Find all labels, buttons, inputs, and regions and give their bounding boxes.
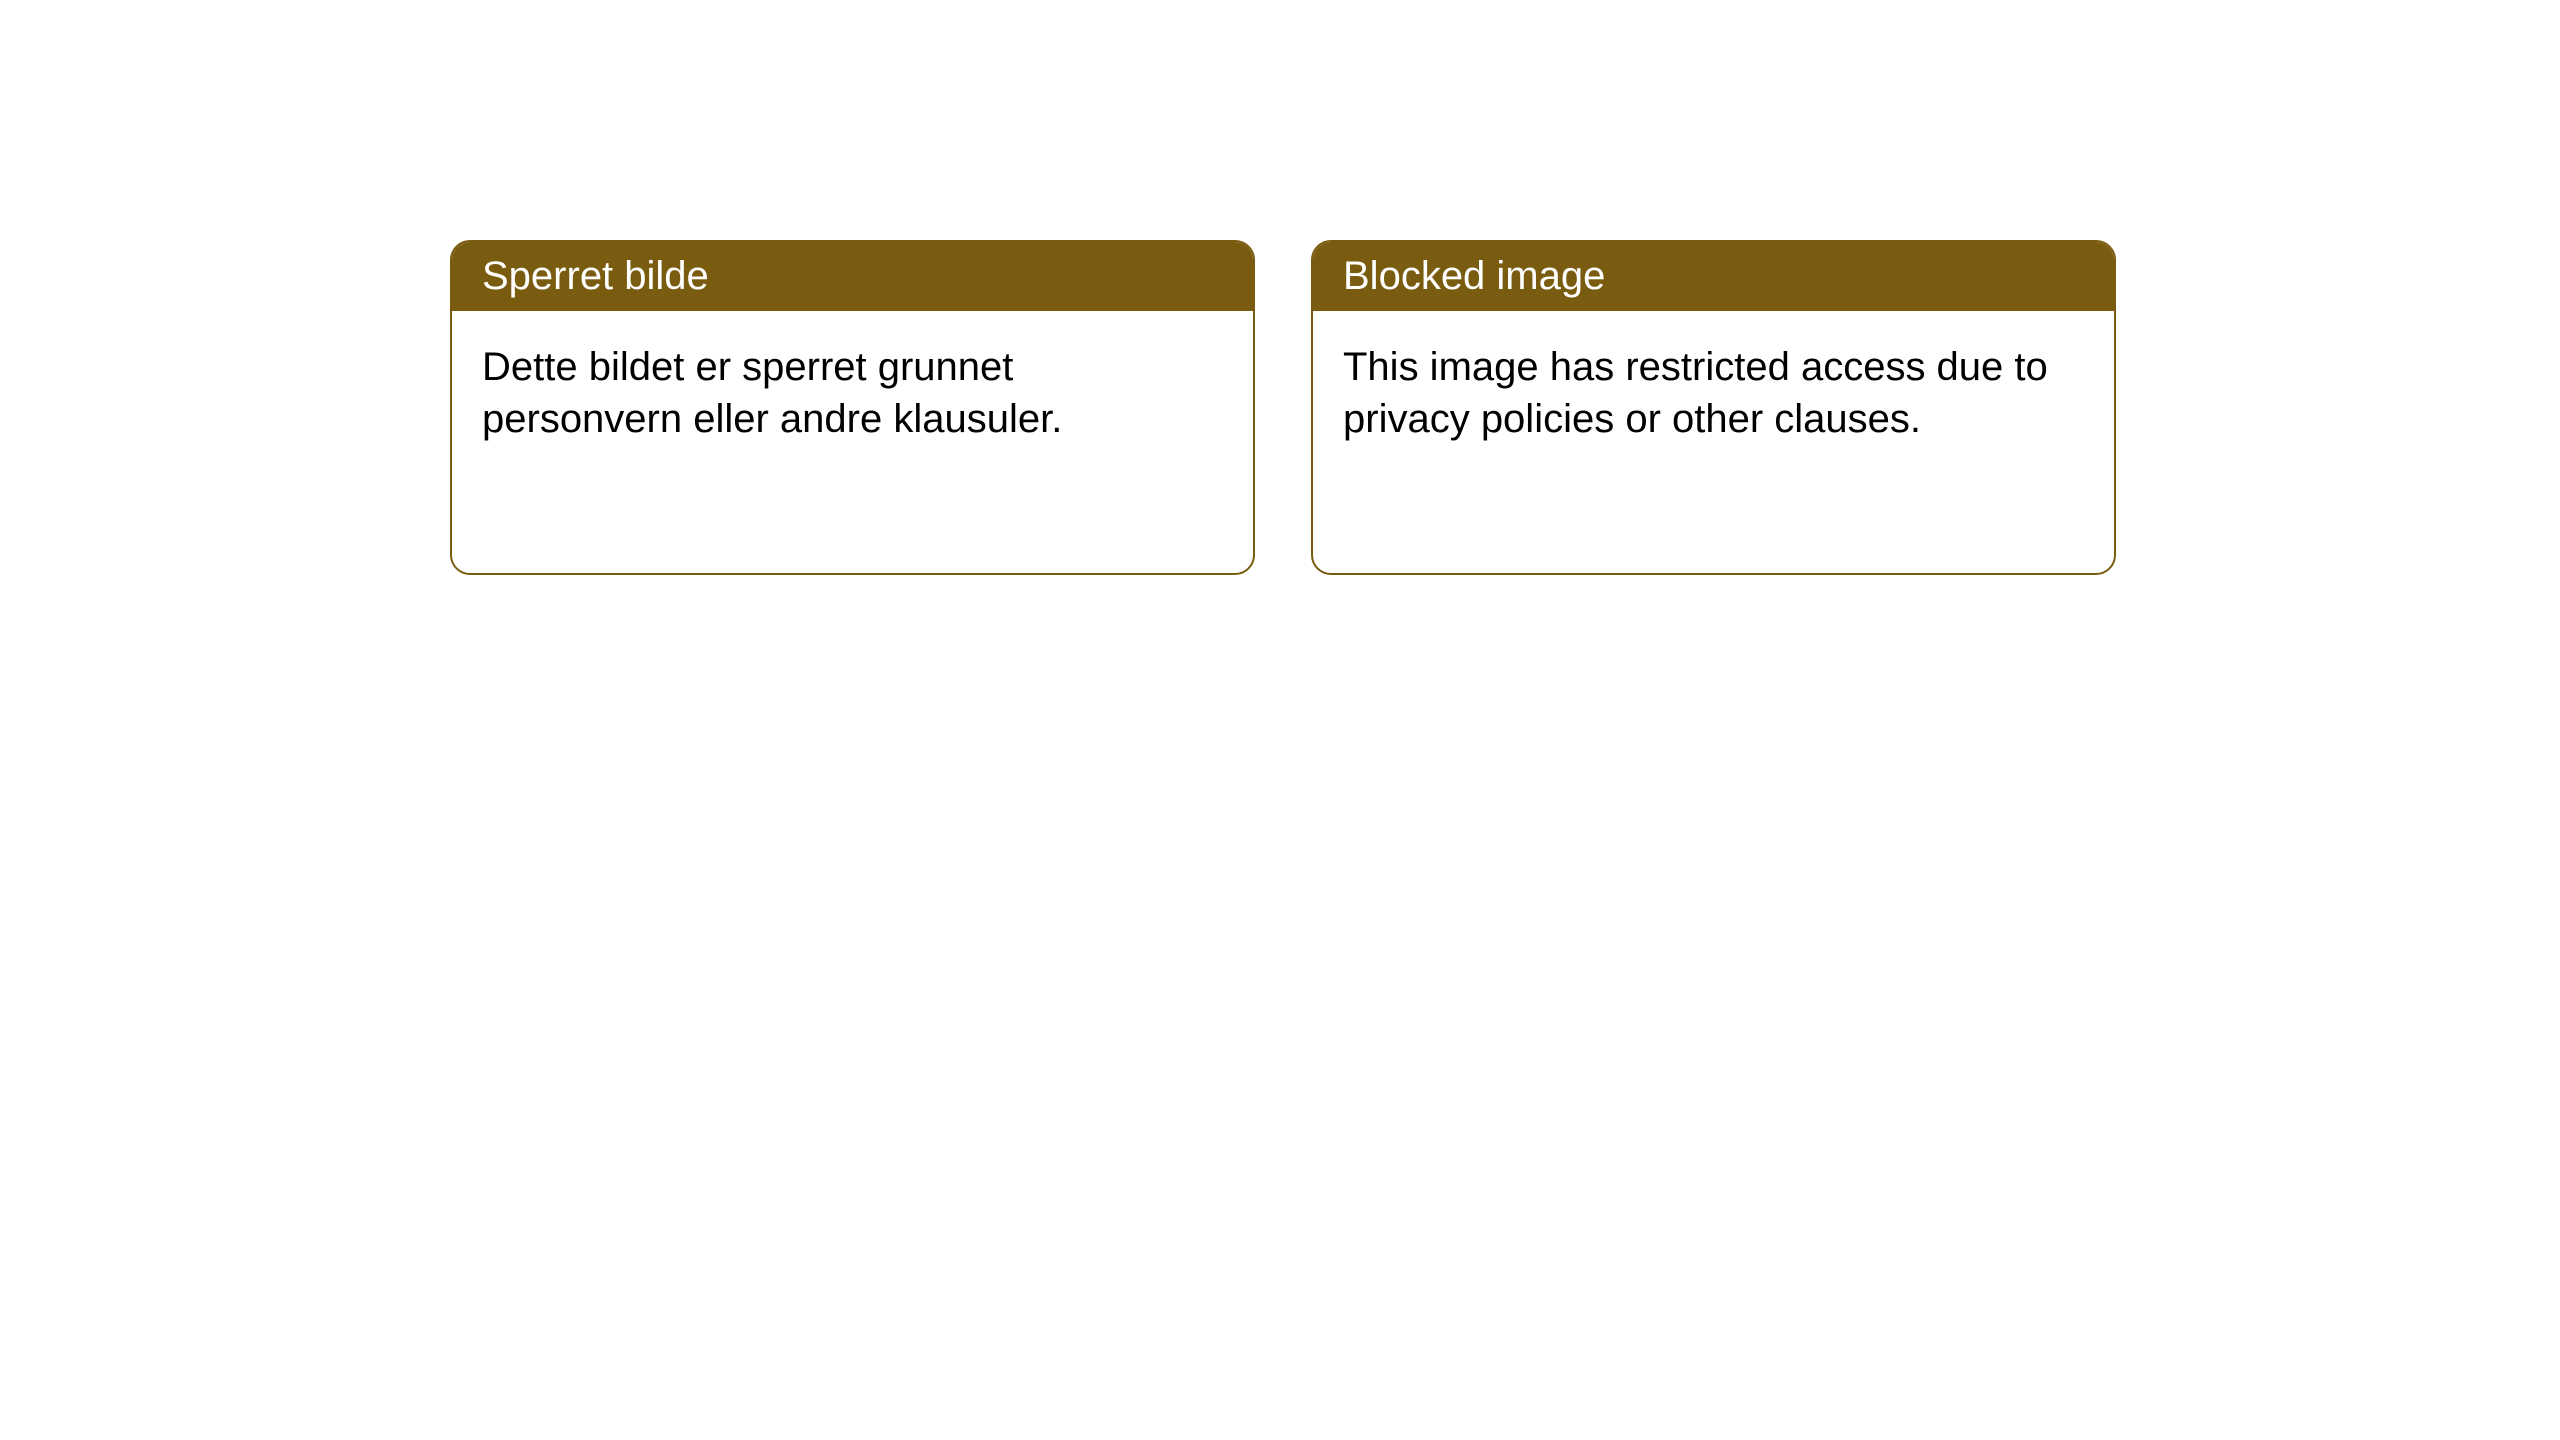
notice-title-en: Blocked image xyxy=(1343,254,1605,298)
notice-header-en: Blocked image xyxy=(1313,242,2114,311)
notice-text-no: Dette bildet er sperret grunnet personve… xyxy=(482,345,1062,441)
notice-header-no: Sperret bilde xyxy=(452,242,1253,311)
notice-card-no: Sperret bilde Dette bildet er sperret gr… xyxy=(450,240,1255,575)
notice-title-no: Sperret bilde xyxy=(482,254,709,298)
notice-container: Sperret bilde Dette bildet er sperret gr… xyxy=(0,0,2560,575)
notice-text-en: This image has restricted access due to … xyxy=(1343,345,2048,441)
notice-card-en: Blocked image This image has restricted … xyxy=(1311,240,2116,575)
notice-body-no: Dette bildet er sperret grunnet personve… xyxy=(452,311,1253,475)
notice-body-en: This image has restricted access due to … xyxy=(1313,311,2114,475)
